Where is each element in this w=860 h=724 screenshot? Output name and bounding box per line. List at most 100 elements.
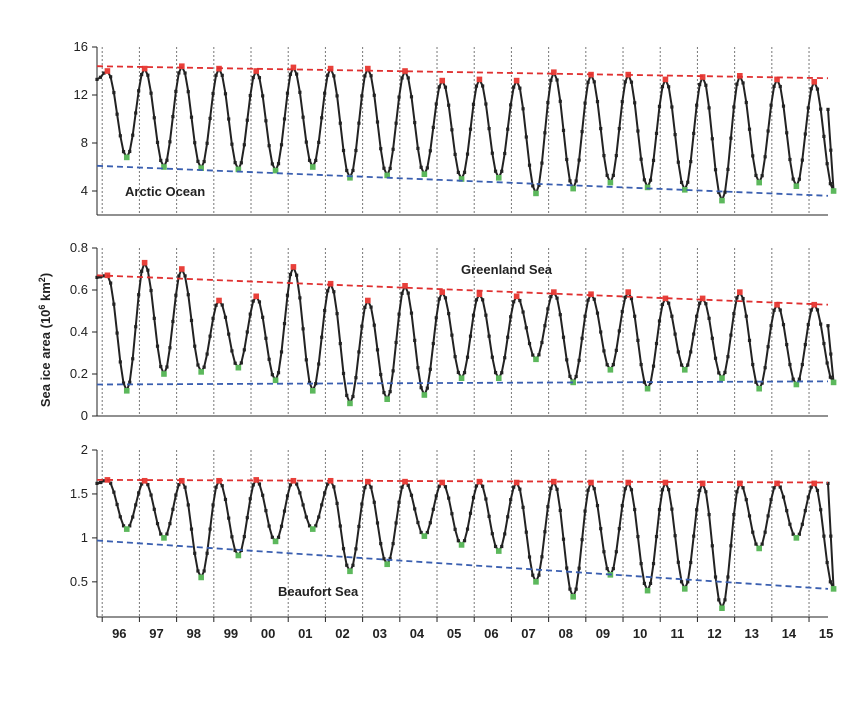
monthly-point [791,177,795,181]
panel-greenland-sea: 0 0.2 0.4 0.6 0.8 Greenland Sea [70,240,837,423]
monthly-point [689,160,693,164]
monthly-point [109,281,113,285]
monthly-point [279,350,284,354]
monthly-point [146,73,150,77]
monthly-point [474,84,479,88]
monthly-point [128,524,132,528]
monthly-point [565,157,569,162]
monthly-point [583,509,587,513]
monthly-point [747,127,752,131]
annual-max-point [476,291,483,297]
y-axis-label-unit: km [38,282,53,304]
x-tick-label: 04 [410,626,425,641]
monthly-point [416,366,420,370]
annual-max-point [551,289,557,295]
monthly-point [493,370,498,375]
monthly-point [673,332,677,336]
monthly-point [717,598,721,602]
monthly-point [484,497,488,501]
monthly-point [723,598,727,602]
monthly-point [763,155,767,159]
monthly-point [131,133,135,137]
monthly-point [450,333,454,337]
monthly-point [583,101,587,105]
monthly-point [134,111,138,115]
monthly-point [524,530,528,534]
monthly-point [735,296,739,300]
monthly-point [503,532,507,536]
monthly-point [676,350,680,354]
monthly-point [196,363,200,367]
monthly-point [568,587,572,591]
monthly-point [177,274,181,278]
monthly-point [220,73,224,77]
monthly-point [152,116,156,120]
monthly-point [729,136,733,140]
monthly-point [465,152,470,156]
monthly-point [769,498,773,502]
monthly-point [159,532,163,536]
monthly-point [388,557,392,561]
monthly-point [149,493,153,497]
monthly-point [189,527,194,531]
monthly-point [732,105,736,109]
monthly-point [595,311,600,315]
monthly-point [121,150,126,154]
monthly-point [304,140,308,144]
monthly-point [670,105,674,109]
monthly-point [152,316,156,320]
monthly-point [540,161,544,165]
monthly-point [822,534,826,538]
monthly-point [574,179,578,183]
monthly-point [301,115,305,119]
monthly-point [354,376,358,380]
annual-max-point [402,283,408,289]
monthly-point [447,103,451,107]
monthly-point [474,484,479,488]
monthly-point [314,382,318,386]
monthly-point [159,158,163,163]
monthly-point [828,580,832,584]
monthly-point [453,355,457,359]
monthly-point [295,273,299,277]
monthly-point [651,158,656,162]
monthly-point [592,297,596,301]
monthly-point [614,154,618,158]
monthly-point [332,74,336,78]
monthly-point [657,507,662,512]
monthly-point [565,358,569,362]
y-tick-label: 4 [81,183,88,198]
monthly-point [806,495,810,499]
monthly-point [509,103,513,107]
monthly-point [298,296,302,300]
annual-min-point [793,535,800,541]
y-axis-label-main: Sea ice area (10 [38,310,53,408]
annual-min-point [719,605,725,612]
annual-max-point [141,259,148,266]
monthly-point [131,515,135,519]
monthly-point [766,514,770,518]
monthly-point [580,538,584,542]
monthly-point [360,502,364,506]
monthly-point [419,165,423,169]
monthly-point [98,75,103,79]
monthly-point [146,268,150,272]
annual-min-point [607,367,614,373]
monthly-point [763,366,767,370]
monthly-point [351,394,355,399]
monthly-point [357,121,361,125]
monthly-point [270,373,274,377]
monthly-point [686,180,690,184]
monthly-point [806,106,810,110]
monthly-point [406,76,410,80]
annual-max-point [476,76,483,83]
monthly-point [772,486,776,490]
monthly-point [388,390,392,394]
monthly-point [561,335,566,339]
monthly-point [304,515,308,519]
annual-min-point [644,587,651,594]
monthly-point [379,372,383,377]
annual-min-point [570,379,576,386]
monthly-point [819,322,823,326]
monthly-point [490,151,494,155]
